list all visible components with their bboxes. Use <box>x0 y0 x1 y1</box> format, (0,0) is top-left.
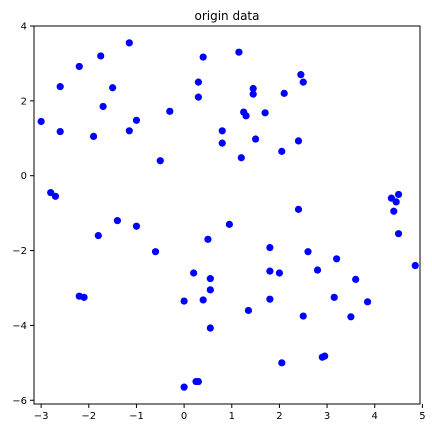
x-tick-label-0: −3 <box>34 411 49 422</box>
data-point-0-13 <box>194 78 203 86</box>
data-point-0-21 <box>261 109 269 117</box>
data-point-0-69 <box>392 198 400 206</box>
data-point-0-4 <box>97 52 105 60</box>
data-point-0-70 <box>390 207 398 215</box>
data-point-0-47 <box>244 306 253 315</box>
data-point-0-59 <box>347 313 355 321</box>
data-point-0-26 <box>280 89 288 97</box>
chart-title: origin data <box>194 9 259 23</box>
data-point-0-65 <box>194 377 203 386</box>
data-point-0-38 <box>151 248 160 256</box>
y-tick-label-0: 4 <box>21 22 27 33</box>
data-point-0-55 <box>333 255 341 263</box>
y-tick-label-4: −4 <box>12 321 27 332</box>
data-point-0-58 <box>363 298 372 306</box>
data-point-0-27 <box>297 71 305 79</box>
data-point-0-41 <box>190 269 198 277</box>
data-point-0-50 <box>275 269 284 277</box>
data-point-0-32 <box>51 192 60 200</box>
data-point-0-18 <box>249 90 257 98</box>
data-points <box>37 39 419 391</box>
data-point-0-40 <box>204 235 212 243</box>
data-point-0-10 <box>125 127 133 135</box>
y-tick-label-2: 0 <box>21 171 27 182</box>
y-axis-ticks: 4 2 0 −2 −4 −6 <box>12 22 34 407</box>
x-tick-label-6: 3 <box>324 411 330 422</box>
x-tick-label-8: 5 <box>419 411 425 422</box>
data-point-0-29 <box>294 137 303 145</box>
x-tick-label-3: 0 <box>181 411 187 422</box>
data-point-0-16 <box>235 48 243 56</box>
data-point-0-9 <box>132 116 141 124</box>
data-point-0-60 <box>299 312 307 320</box>
data-point-0-0 <box>37 117 45 126</box>
data-point-0-30 <box>278 147 286 155</box>
data-point-0-52 <box>294 205 303 213</box>
data-point-0-23 <box>218 139 226 147</box>
data-point-0-45 <box>180 297 188 305</box>
data-point-0-72 <box>411 261 419 270</box>
y-tick-label-1: 2 <box>21 96 27 107</box>
data-point-0-37 <box>80 293 88 301</box>
data-point-0-53 <box>304 248 312 256</box>
data-point-0-3 <box>75 62 83 71</box>
data-point-0-11 <box>166 107 174 115</box>
data-point-0-44 <box>199 296 207 304</box>
data-point-0-33 <box>113 217 121 225</box>
data-point-0-12 <box>156 157 164 165</box>
data-point-0-46 <box>206 324 214 332</box>
x-axis-ticks: −3 −2 −1 0 1 2 3 4 5 <box>34 404 426 422</box>
data-point-0-17 <box>249 84 257 93</box>
data-point-0-8 <box>125 39 133 47</box>
data-point-0-24 <box>251 135 260 143</box>
data-point-0-42 <box>206 275 214 283</box>
data-point-0-56 <box>352 275 360 283</box>
axes-frame <box>33 25 421 405</box>
data-point-0-66 <box>180 383 188 391</box>
data-point-0-1 <box>56 83 64 91</box>
data-point-0-54 <box>313 266 322 274</box>
data-point-0-68 <box>394 190 403 199</box>
data-point-0-71 <box>394 230 403 238</box>
x-tick-label-7: 4 <box>372 411 378 422</box>
data-point-0-35 <box>132 222 141 230</box>
data-point-0-34 <box>94 231 102 240</box>
data-point-0-2 <box>56 127 64 136</box>
data-point-0-49 <box>266 267 274 275</box>
data-point-0-5 <box>109 84 117 92</box>
data-point-0-14 <box>194 93 203 101</box>
data-point-0-48 <box>266 243 274 252</box>
x-tick-label-4: 1 <box>229 411 235 422</box>
y-tick-label-5: −6 <box>12 396 27 407</box>
x-tick-label-2: −1 <box>129 411 144 422</box>
data-point-0-20 <box>242 112 250 120</box>
x-tick-label-5: 2 <box>276 411 282 422</box>
data-point-0-43 <box>206 286 214 294</box>
data-point-0-61 <box>278 359 286 367</box>
data-point-0-7 <box>89 132 98 141</box>
data-point-0-15 <box>199 53 207 61</box>
data-point-0-28 <box>299 78 307 86</box>
data-point-0-22 <box>218 127 226 135</box>
data-point-0-57 <box>330 293 338 301</box>
x-tick-label-1: −2 <box>81 411 96 422</box>
data-point-0-63 <box>321 352 329 360</box>
data-point-0-25 <box>237 154 245 162</box>
data-point-0-39 <box>225 220 233 228</box>
data-point-0-6 <box>99 102 107 111</box>
y-tick-label-3: −2 <box>12 246 27 257</box>
data-point-0-51 <box>266 295 274 303</box>
